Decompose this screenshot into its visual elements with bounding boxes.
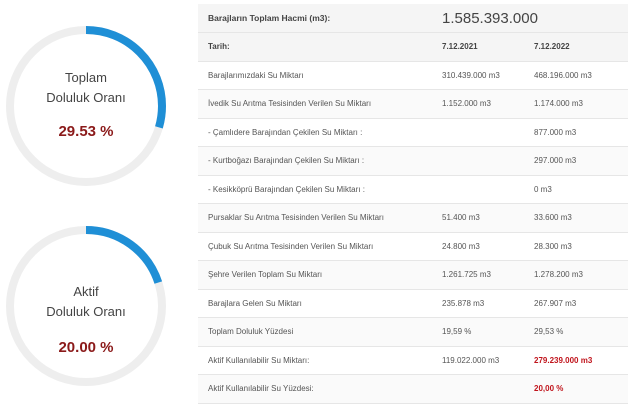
active-fill-gauge-arc xyxy=(6,226,166,386)
table-row: - Kesikköprü Barajından Çekilen Su Mikta… xyxy=(198,176,628,204)
value-2022: 267.907 m3 xyxy=(534,298,577,308)
table-row: Barajlarımızdaki Su Miktarı 310.439.000 m… xyxy=(198,62,628,90)
value-2022: 1.174.000 m3 xyxy=(534,99,583,109)
table-row: Toplam Doluluk Yüzdesi 19,59 % 29,53 % xyxy=(198,318,628,347)
total-fill-gauge-ring xyxy=(6,26,166,186)
table-row: - Çamlıdere Barajından Çekilen Su Miktar… xyxy=(198,119,628,147)
row-label: - Çamlıdere Barajından Çekilen Su Miktar… xyxy=(208,127,363,137)
total-fill-value: 29.53 % xyxy=(58,123,114,140)
value-2022: 28.300 m3 xyxy=(534,241,572,251)
total-volume-value: 1.585.393.000 xyxy=(442,9,538,27)
table-row: Barajlara Gelen Su Miktarı 235.878 m3 267.… xyxy=(198,290,628,318)
value-2021: 119.022.000 m3 xyxy=(442,355,500,365)
value-2022: 877.000 m3 xyxy=(534,127,577,137)
row-label: Aktif Kullanılabilir Su Yüzdesi: xyxy=(208,384,314,394)
date-1: 7.12.2021 xyxy=(442,42,478,52)
active-fill-gauge: Aktif Doluluk Oranı 20.00 % xyxy=(2,222,170,390)
table-row: Pursaklar Su Arıtma Tesisinden Verilen S… xyxy=(198,204,628,233)
value-2022: 0 m3 xyxy=(534,184,552,194)
value-2021: 310.439.000 m3 xyxy=(442,70,500,80)
date-2: 7.12.2022 xyxy=(534,42,570,52)
row-label: Şehre Verilen Toplam Su Miktarı xyxy=(208,270,323,280)
total-fill-gauge-arc xyxy=(6,26,166,186)
table-row: Aktif Kullanılabilir Su Miktarı: 119.022.… xyxy=(198,347,628,375)
gauge-label-line1: Toplam xyxy=(65,70,107,85)
value-2021: 235.878 m3 xyxy=(442,298,485,308)
table-row: Şehre Verilen Toplam Su Miktarı 1.261.725… xyxy=(198,261,628,290)
total-volume-row: Barajların Toplam Hacmi (m3): 1.585.393.… xyxy=(198,4,628,33)
value-2022: 468.196.000 m3 xyxy=(534,70,592,80)
row-label: Toplam Doluluk Yüzdesi xyxy=(208,327,294,337)
value-2022: 20,00 % xyxy=(534,384,564,394)
active-fill-gauge-ring xyxy=(6,226,166,386)
value-2022: 1.278.200 m3 xyxy=(534,270,583,280)
value-2021: 19,59 % xyxy=(442,327,472,337)
dam-statistics-table: Barajların Toplam Hacmi (m3): 1.585.393.… xyxy=(198,4,628,404)
row-label: Çubuk Su Arıtma Tesisinden Verilen Su Mi… xyxy=(208,241,374,251)
value-2021: 1.261.725 m3 xyxy=(442,270,491,280)
gauge-label-line1: Aktif xyxy=(73,284,99,299)
row-label: Aktif Kullanılabilir Su Miktarı: xyxy=(208,355,310,365)
total-fill-gauge-label: Toplam Doluluk Oranı xyxy=(2,68,170,108)
value-2022: 279.239.000 m3 xyxy=(534,355,593,365)
table-row: İvedik Su Arıtma Tesisinden Verilen Su M… xyxy=(198,90,628,119)
row-label: Barajlara Gelen Su Miktarı xyxy=(208,298,302,308)
active-fill-gauge-label: Aktif Doluluk Oranı xyxy=(2,282,170,322)
row-label: Barajlarımızdaki Su Miktarı xyxy=(208,70,304,80)
gauge-label-line2: Doluluk Oranı xyxy=(46,304,126,319)
date-header-label: Tarih: xyxy=(208,42,230,52)
row-label: Pursaklar Su Arıtma Tesisinden Verilen S… xyxy=(208,213,384,223)
total-volume-label: Barajların Toplam Hacmi (m3): xyxy=(208,13,331,23)
gauge-label-line2: Doluluk Oranı xyxy=(46,90,126,105)
row-label: - Kurtboğazı Barajından Çekilen Su Mikta… xyxy=(208,156,365,166)
date-header-row: Tarih: 7.12.2021 7.12.2022 xyxy=(198,33,628,62)
value-2022: 33.600 m3 xyxy=(534,213,572,223)
row-label: - Kesikköprü Barajından Çekilen Su Mikta… xyxy=(208,184,365,194)
table-row: Aktif Kullanılabilir Su Yüzdesi: 20,00 % xyxy=(198,375,628,404)
table-row: - Kurtboğazı Barajından Çekilen Su Mikta… xyxy=(198,147,628,176)
value-2021: 51.400 m3 xyxy=(442,213,480,223)
total-fill-gauge: Toplam Doluluk Oranı 29.53 % xyxy=(2,22,170,190)
value-2022: 297.000 m3 xyxy=(534,156,577,166)
active-fill-value: 20.00 % xyxy=(58,339,114,356)
row-label: İvedik Su Arıtma Tesisinden Verilen Su M… xyxy=(208,99,372,109)
table-row: Çubuk Su Arıtma Tesisinden Verilen Su Mi… xyxy=(198,233,628,261)
value-2021: 24.800 m3 xyxy=(442,241,480,251)
value-2022: 29,53 % xyxy=(534,327,564,337)
value-2021: 1.152.000 m3 xyxy=(442,99,491,109)
